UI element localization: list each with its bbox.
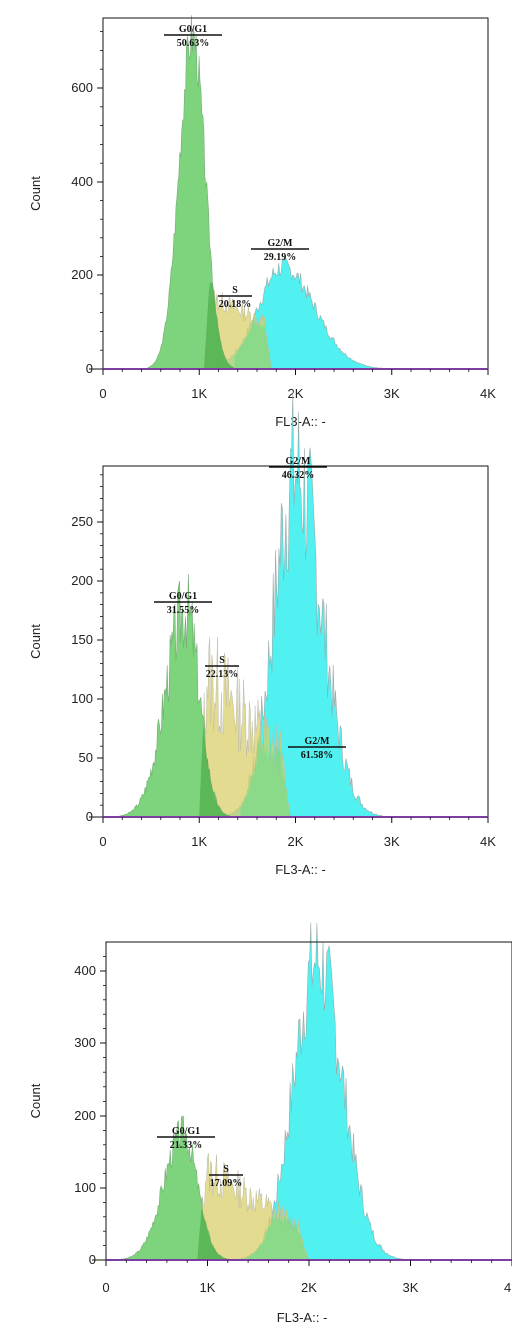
y-tick-label: 300 — [74, 1035, 96, 1050]
s-g2-overlap — [234, 319, 272, 369]
x-tick-label: 2K — [301, 1280, 317, 1295]
g0g1-area — [147, 15, 235, 370]
gate-name: G2/M — [286, 456, 312, 467]
x-axis-title: FL3-A:: - — [277, 1310, 328, 1325]
y-axis-title: Count — [28, 1083, 43, 1118]
gate-label-s: S 22.13% — [205, 655, 239, 680]
x-tick-label: 0 — [102, 1280, 109, 1295]
gate-label-g0g1: G0/G1 31.55% — [154, 591, 212, 616]
x-tick-label: 1K — [200, 1280, 216, 1295]
y-tick-label: 600 — [71, 80, 93, 95]
gate-percent: 22.13% — [206, 669, 239, 680]
y-tick-label: 100 — [74, 1180, 96, 1195]
x-axis-title: FL3-A:: - — [275, 862, 326, 877]
x-tick-label: 3K — [384, 386, 400, 401]
y-tick-label: 200 — [71, 267, 93, 282]
x-tick-label: 2K — [288, 386, 304, 401]
x-tick-label: 1K — [191, 834, 207, 849]
y-tick-label: 200 — [71, 573, 93, 588]
gate-percent: 17.09% — [210, 1178, 243, 1189]
gate-label-s: S 20.18% — [218, 285, 252, 310]
gate-name: S — [219, 655, 225, 666]
gate-percent: 21.33% — [170, 1140, 203, 1151]
g1-s-overlap — [199, 725, 231, 817]
gate-name: G0/G1 — [172, 1126, 200, 1137]
gate-name: S — [223, 1164, 229, 1175]
x-tick-label: 0 — [99, 834, 106, 849]
x-tick-label: 3K — [384, 834, 400, 849]
gate-name: G2/M — [305, 736, 331, 747]
x-tick-label: 4K — [504, 1280, 512, 1295]
gate-label-g2m: G2/M 61.58% — [288, 736, 346, 761]
y-tick-label: 200 — [74, 1108, 96, 1123]
gate-percent: 50.63% — [177, 38, 210, 49]
g1-s-overlap — [197, 1209, 230, 1260]
x-tick-label: 3K — [403, 1280, 419, 1295]
x-axis-title: FL3-A:: - — [275, 414, 326, 429]
gate-name: S — [232, 285, 238, 296]
histogram-panel-3: 010020030040001K2K3K4KFL3-A:: -CountG0/G… — [28, 736, 512, 1325]
x-tick-label: 1K — [191, 386, 207, 401]
y-tick-label: 250 — [71, 514, 93, 529]
x-tick-label: 4K — [480, 834, 496, 849]
gate-percent: 31.55% — [167, 605, 200, 616]
y-axis-title: Count — [28, 176, 43, 211]
y-tick-label: 0 — [89, 1252, 96, 1267]
y-tick-label: 150 — [71, 632, 93, 647]
y-tick-label: 400 — [71, 174, 93, 189]
gate-name: G0/G1 — [179, 24, 207, 35]
y-axis-title: Count — [28, 624, 43, 659]
x-tick-label: 4K — [480, 386, 496, 401]
g1-s-overlap — [204, 282, 234, 369]
y-tick-label: 0 — [86, 361, 93, 376]
gate-percent: 29.19% — [264, 252, 297, 263]
gate-label-g0g1: G0/G1 21.33% — [157, 1126, 215, 1151]
gate-name: G0/G1 — [169, 591, 197, 602]
s-g2-overlap — [240, 728, 291, 817]
gate-name: G2/M — [268, 238, 294, 249]
y-tick-label: 50 — [79, 750, 93, 765]
y-tick-label: 100 — [71, 691, 93, 706]
x-tick-label: 2K — [288, 834, 304, 849]
gate-label-g0g1: G0/G1 50.63% — [164, 24, 222, 49]
y-tick-label: 0 — [86, 809, 93, 824]
gate-label-s: S 17.09% — [209, 1164, 243, 1189]
s-g2-overlap — [247, 1211, 309, 1260]
x-tick-label: 0 — [99, 386, 106, 401]
y-tick-label: 400 — [74, 963, 96, 978]
gate-label-g2m: G2/M 29.19% — [251, 238, 309, 263]
gate-label-g2m: G2/M 46.32% — [269, 456, 327, 481]
gate-percent: 46.32% — [282, 470, 315, 481]
gate-percent: 61.58% — [301, 750, 334, 761]
gate-percent: 20.18% — [219, 299, 252, 310]
